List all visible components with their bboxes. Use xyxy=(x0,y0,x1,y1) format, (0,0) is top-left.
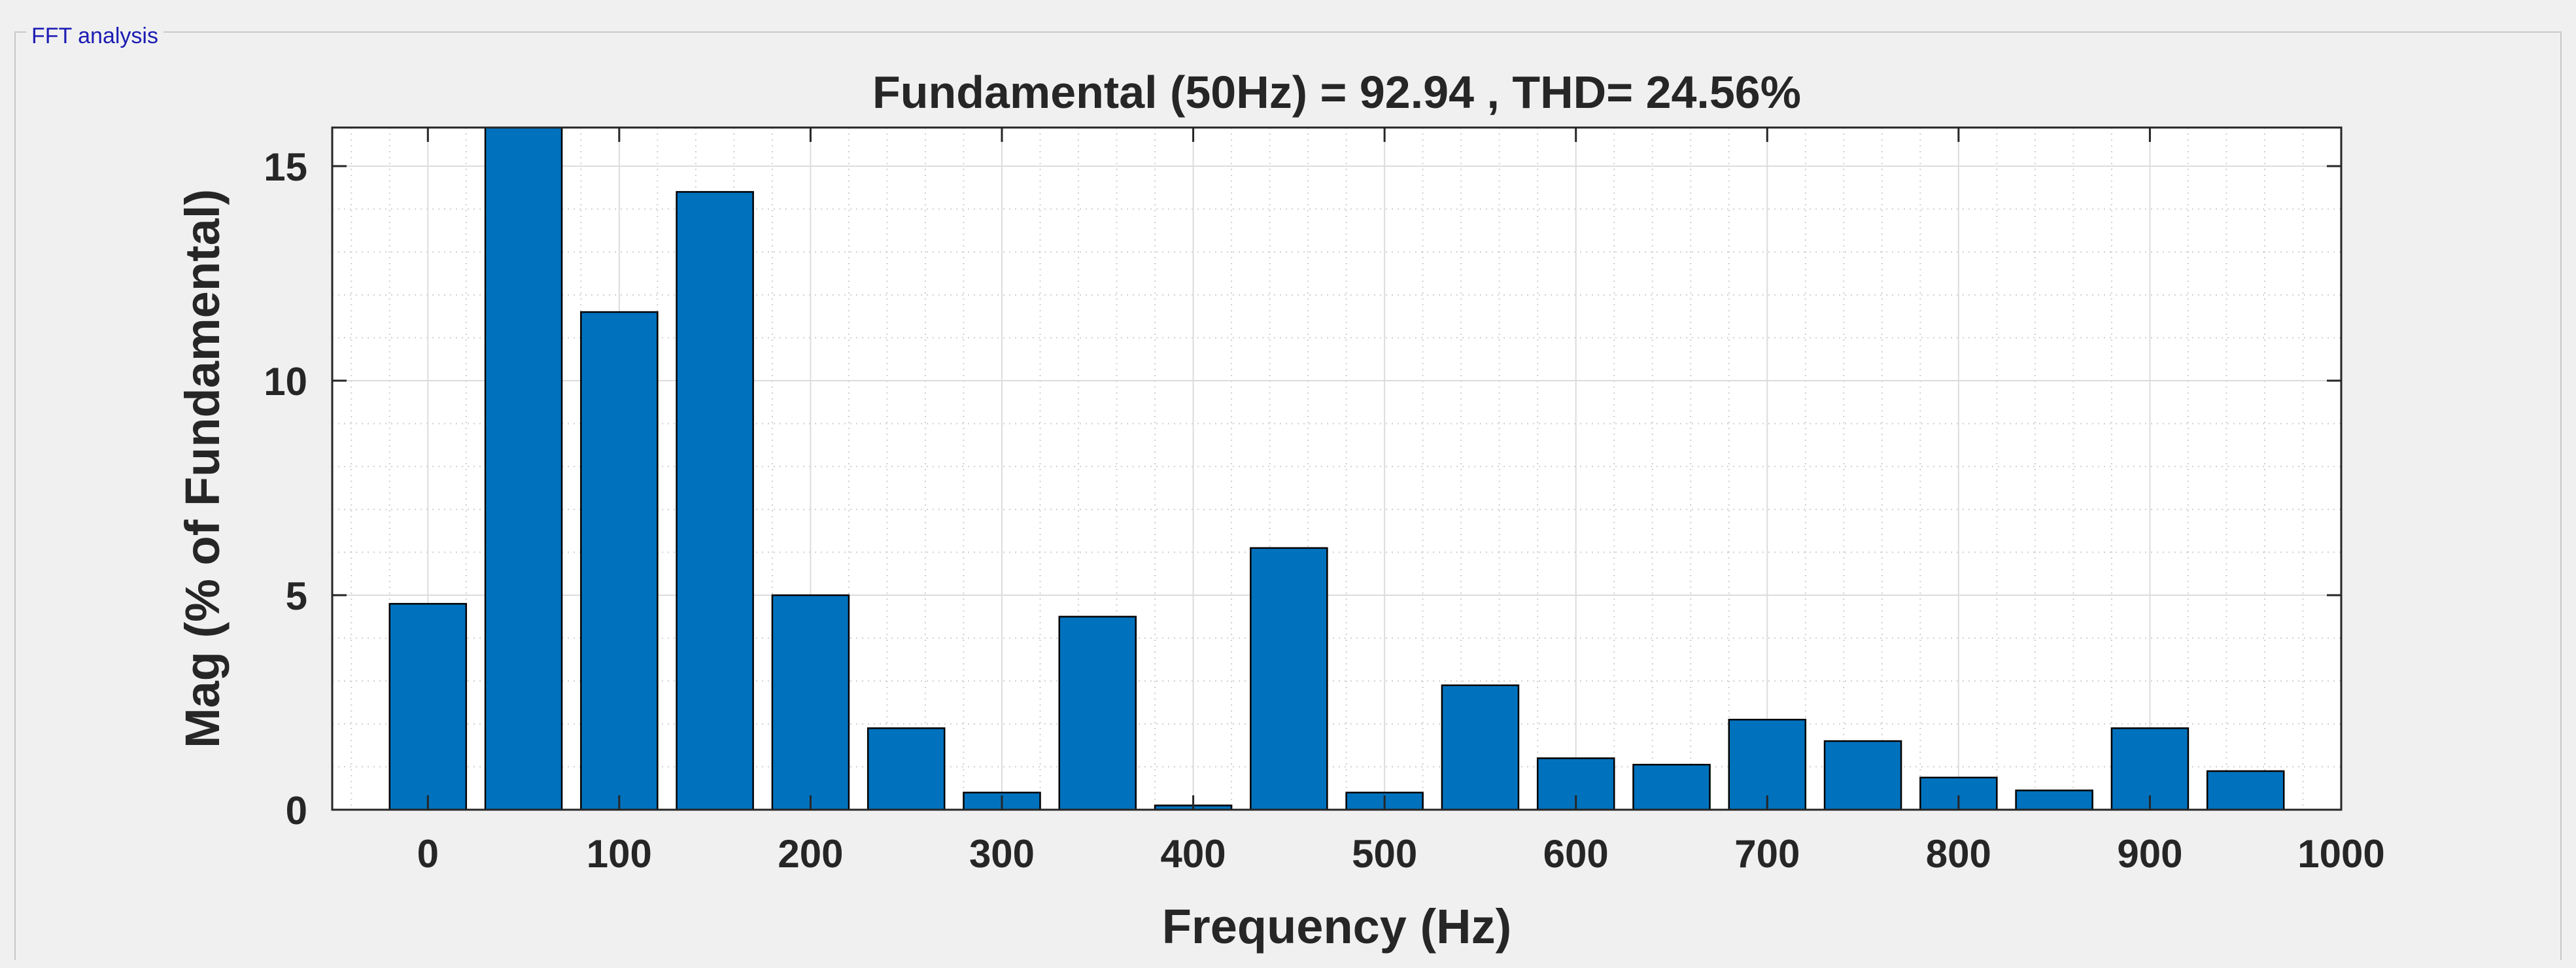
axis-ticks xyxy=(332,128,2343,811)
plot-frame xyxy=(331,126,2343,811)
bar xyxy=(580,311,659,811)
x-tick-label: 100 xyxy=(587,832,652,876)
bar xyxy=(676,191,754,811)
y-tick-label: 15 xyxy=(264,145,307,189)
bar xyxy=(1250,547,1328,811)
bars xyxy=(388,126,2285,811)
bar xyxy=(1632,763,1711,811)
plot-area xyxy=(332,128,2341,810)
bar xyxy=(2015,789,2093,811)
x-tick-label: 900 xyxy=(2117,832,2182,876)
bar xyxy=(1441,684,1520,811)
bar xyxy=(2206,770,2285,811)
x-tick-label: 300 xyxy=(969,832,1035,876)
bar xyxy=(484,126,563,811)
bar xyxy=(771,594,850,811)
y-axis-label: Mag (% of Fundamental) xyxy=(175,189,230,748)
x-tick-label: 500 xyxy=(1352,832,1417,876)
panel-title: FFT analysis xyxy=(26,25,163,47)
major-grid xyxy=(332,128,2341,810)
x-tick-label: 0 xyxy=(417,832,439,876)
tick-labels: 0 100 200 300 400 500 600 700 800 900 1000 0 5 10 15 xyxy=(264,145,2384,876)
bar xyxy=(1058,615,1137,811)
y-tick-label: 5 xyxy=(286,574,307,618)
bar xyxy=(867,727,946,811)
x-tick-label: 1000 xyxy=(2297,832,2384,876)
x-tick-label: 600 xyxy=(1543,832,1609,876)
y-tick-label: 10 xyxy=(264,360,307,404)
x-tick-label: 200 xyxy=(778,832,843,876)
x-tick-label: 800 xyxy=(1926,832,1991,876)
chart-title: Fundamental (50Hz) = 92.94 , THD= 24.56% xyxy=(872,67,1801,118)
bar xyxy=(388,602,468,811)
fft-analysis-panel xyxy=(14,31,2562,960)
bar xyxy=(1823,740,1902,811)
x-tick-label: 400 xyxy=(1161,832,1226,876)
bar xyxy=(1728,718,1807,811)
y-tick-label: 0 xyxy=(286,789,307,833)
x-tick-label: 700 xyxy=(1734,832,1800,876)
x-axis-label: Frequency (Hz) xyxy=(1162,899,1512,954)
